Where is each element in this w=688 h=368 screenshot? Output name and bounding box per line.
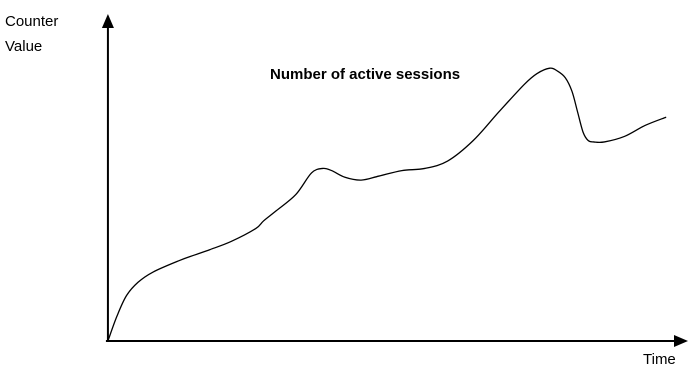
axes	[101, 14, 688, 347]
y-axis-label: Counter Value	[5, 13, 58, 55]
series-line	[107, 67, 667, 342]
y-axis-label-line-2: Value	[5, 38, 42, 55]
x-axis-label: Time	[643, 351, 676, 368]
series-group	[107, 67, 667, 342]
y-axis-arrowhead	[101, 14, 114, 28]
x-axis-arrowhead	[674, 335, 688, 347]
chart-title: Number of active sessions	[270, 66, 460, 83]
y-axis-label-line-1: Counter	[5, 13, 58, 30]
